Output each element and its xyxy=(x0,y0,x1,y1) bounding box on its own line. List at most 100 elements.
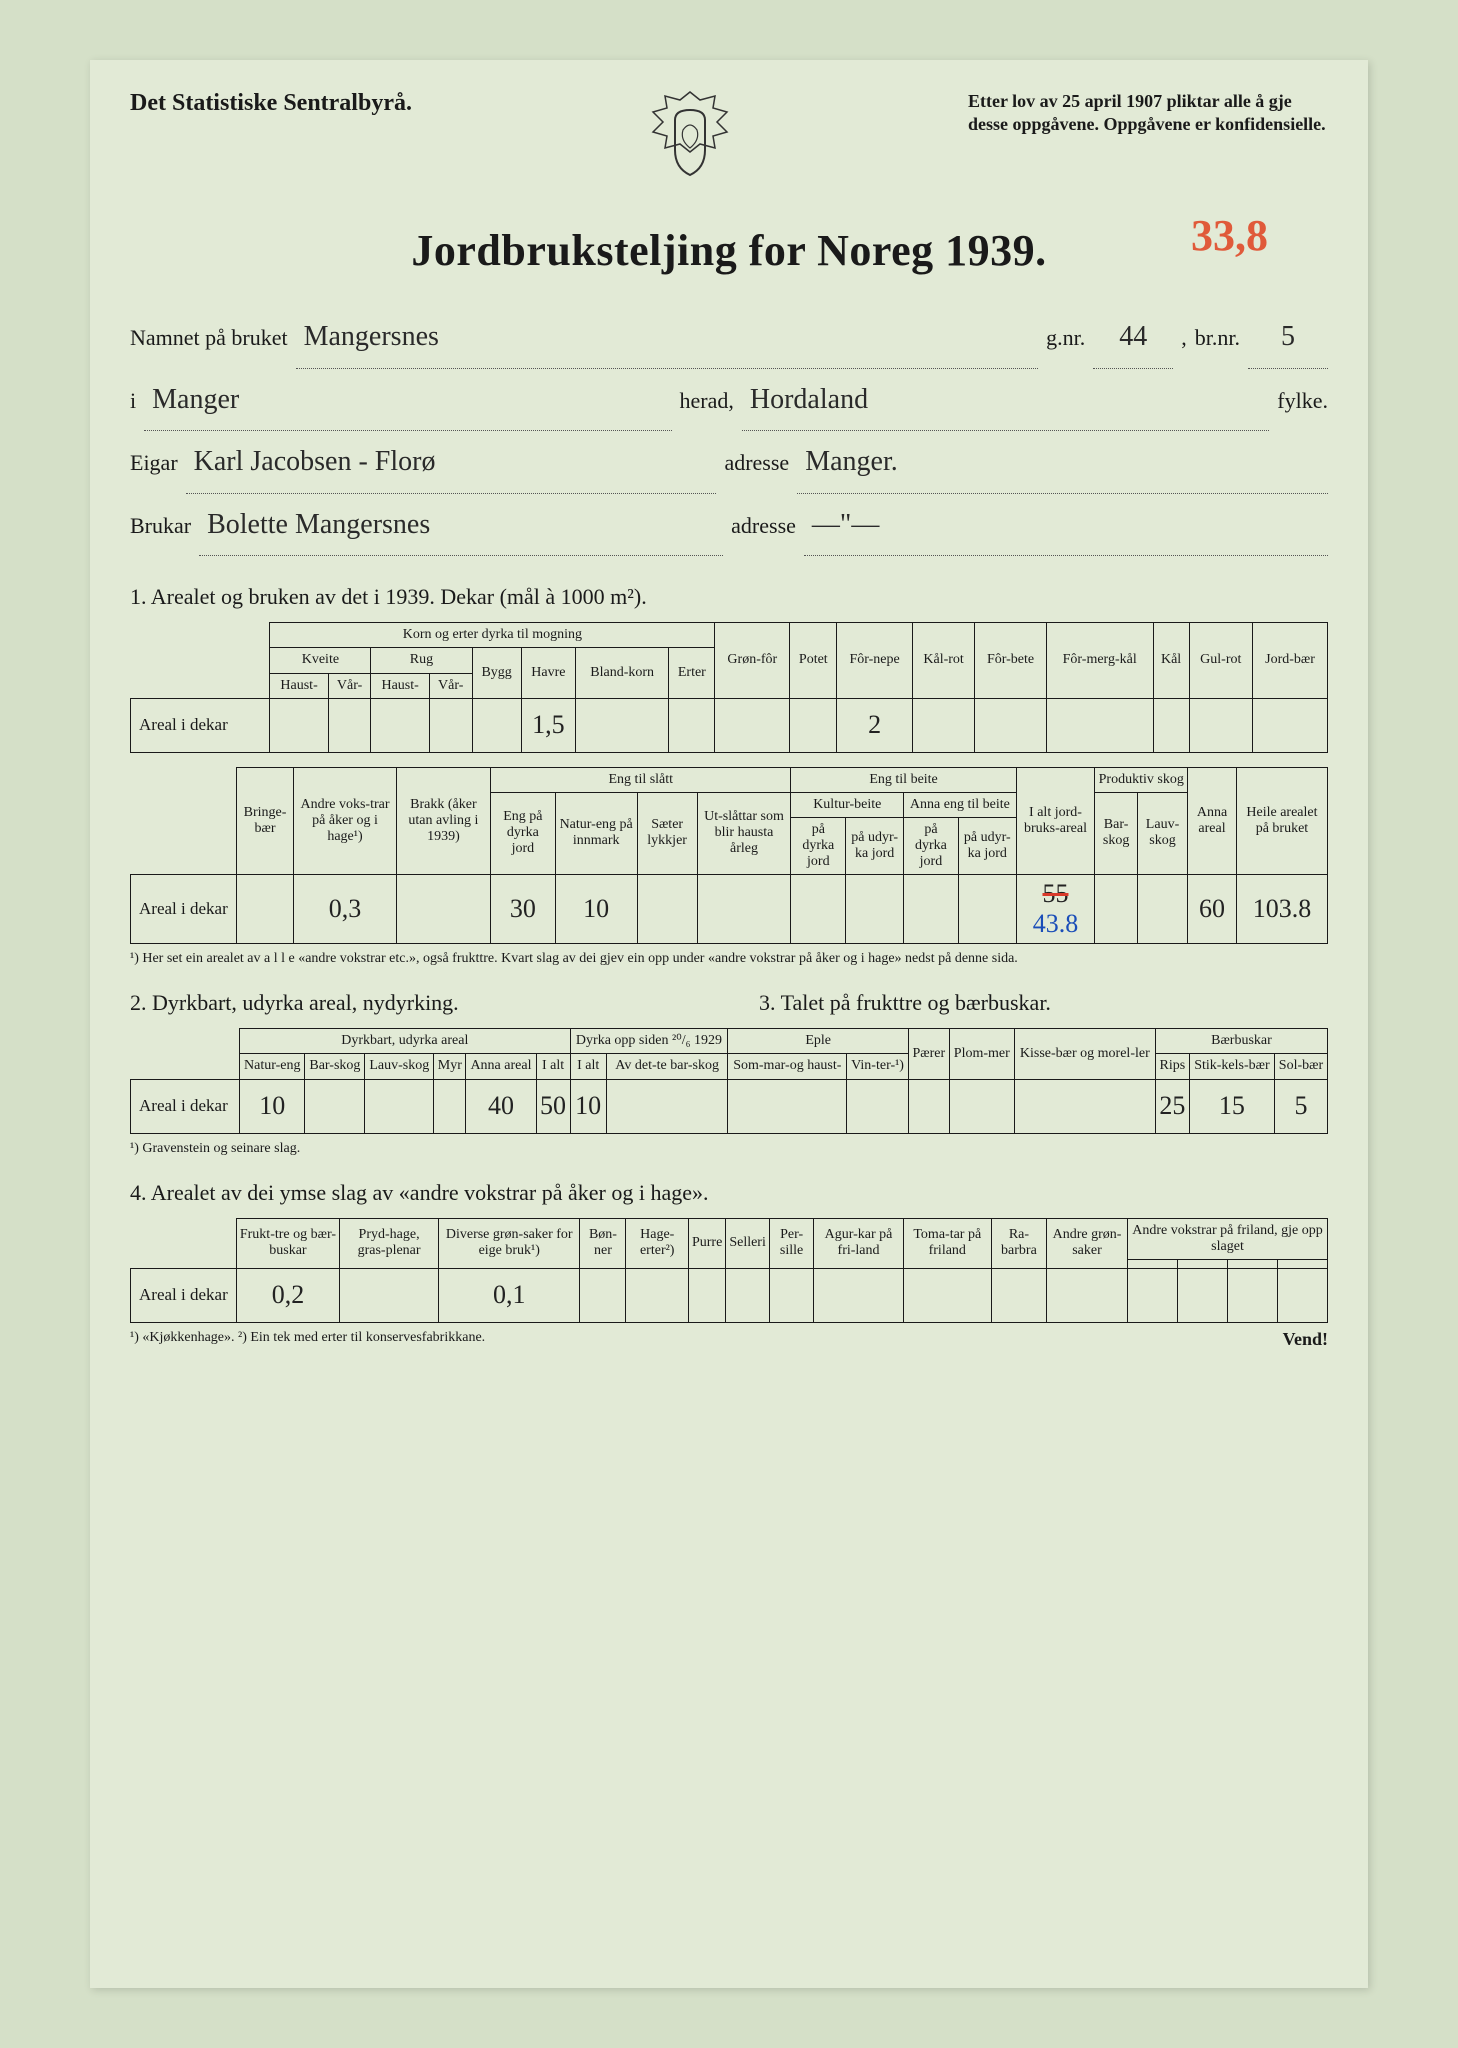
table-1b: Bringe-bær Andre voks-trar på åker og i … xyxy=(130,767,1328,944)
col-myr: Myr xyxy=(434,1054,466,1079)
col-rips: Rips xyxy=(1155,1054,1189,1079)
table-2-3: Dyrkbart, udyrka areal Dyrka opp siden ²… xyxy=(130,1028,1328,1133)
col-andre-gron: Andre grøn-saker xyxy=(1047,1218,1128,1268)
val-ialt-struck: 55 xyxy=(1042,879,1068,908)
col-rug-haust: Haust- xyxy=(371,673,429,698)
val-anna-areal: 60 xyxy=(1188,875,1237,944)
col-ae-udyrka: på udyr-ka jord xyxy=(958,817,1016,874)
label-herad: herad, xyxy=(680,377,734,425)
form-page: Det Statistiske Sentralbyrå. Etter lov a… xyxy=(90,60,1368,1988)
col-barskog2: Bar-skog xyxy=(305,1054,365,1079)
col-persille: Per-sille xyxy=(769,1218,813,1268)
col-bygg: Bygg xyxy=(472,648,521,698)
col-blandkorn: Bland-korn xyxy=(576,648,669,698)
section1-title: 1. Arealet og bruken av det i 1939. Deka… xyxy=(130,584,1328,610)
value-herad: Hordaland xyxy=(742,369,1269,432)
table-4: Frukt-tre og bær-buskar Pryd-hage, gras-… xyxy=(130,1218,1328,1323)
label-fylke: fylke. xyxy=(1277,377,1328,425)
label-eigar: Eigar xyxy=(130,439,178,487)
col-lauvskog: Lauv-skog xyxy=(1137,792,1187,874)
col-natureng-innmark: Natur-eng på innmark xyxy=(555,792,637,874)
form-title: Jordbruksteljing for Noreg 1939. xyxy=(130,225,1328,276)
val-stikkels: 15 xyxy=(1189,1079,1274,1133)
value-brukar-adresse: —"— xyxy=(804,494,1328,557)
table-1a: Korn og erter dyrka til mogning Grøn-fôr… xyxy=(130,622,1328,752)
value-brnr: 5 xyxy=(1248,306,1328,369)
section3-footnote: ¹) Gravenstein og seinare slag. xyxy=(130,1140,1328,1158)
col-avdet: Av det-te bar-skog xyxy=(606,1054,728,1079)
col-gulrot: Gul-rot xyxy=(1189,623,1253,698)
col-andre-friland: Andre vokstrar på friland, gje opp slage… xyxy=(1128,1218,1328,1259)
value-bruk: Mangersnes xyxy=(296,306,1039,369)
col-agurk: Agur-kar på fri-land xyxy=(814,1218,903,1268)
val-diverse: 0,1 xyxy=(438,1268,580,1322)
col-barskog: Bar-skog xyxy=(1095,792,1138,874)
col-paerer: Pærer xyxy=(908,1029,949,1079)
value-eigar: Karl Jacobsen - Florø xyxy=(186,431,717,494)
col-rug-var: Vår- xyxy=(429,673,472,698)
col-heile: Heile arealet på bruket xyxy=(1236,767,1327,874)
val-anna2: 40 xyxy=(466,1079,536,1133)
col-fornepe: Fôr-nepe xyxy=(837,623,912,698)
val-andre-vokstrar: 0,3 xyxy=(294,875,396,944)
organization-name: Det Statistiske Sentralbyrå. xyxy=(130,90,412,117)
rowlabel-1a: Areal i dekar xyxy=(131,698,270,752)
col-kb-dyrka: på dyrka jord xyxy=(791,817,846,874)
col-group-dyrka-opp: Dyrka opp siden ²⁰/₆ 1929 xyxy=(570,1029,728,1054)
col-formergkal: Fôr-merg-kål xyxy=(1046,623,1153,698)
col-sommar: Som-mar-og haust- xyxy=(728,1054,847,1079)
col-group-dyrkbart: Dyrkbart, udyrka areal xyxy=(240,1029,571,1054)
col-kveite-haust: Haust- xyxy=(270,673,328,698)
col-hageerter: Hage-erter²) xyxy=(626,1218,689,1268)
val-rips: 25 xyxy=(1155,1079,1189,1133)
col-ae-dyrka: på dyrka jord xyxy=(904,817,959,874)
col-potet: Potet xyxy=(790,623,837,698)
section4-title: 4. Arealet av dei ymse slag av «andre vo… xyxy=(130,1180,1328,1206)
val-natureng: 10 xyxy=(555,875,637,944)
val-frukttre: 0,2 xyxy=(236,1268,339,1322)
col-rug: Rug xyxy=(371,648,472,673)
val-eng-dyrka: 30 xyxy=(491,875,555,944)
col-forbete: Fôr-bete xyxy=(975,623,1046,698)
coat-of-arms-icon xyxy=(645,90,735,195)
col-ialt3: I alt xyxy=(570,1054,606,1079)
col-bringebaer: Bringe-bær xyxy=(236,767,294,874)
col-anna: Anna areal xyxy=(466,1054,536,1079)
label-i: i xyxy=(130,377,136,425)
col-plommer: Plom-mer xyxy=(949,1029,1014,1079)
value-brukar: Bolette Mangersnes xyxy=(199,494,723,557)
rowlabel-1b: Areal i dekar xyxy=(131,875,237,944)
val-ialt2: 50 xyxy=(536,1079,570,1133)
col-prodskog: Produktiv skog xyxy=(1095,767,1188,792)
section1-footnote: ¹) Her set ein arealet av a l l e «andre… xyxy=(130,950,1328,968)
val-natureng2: 10 xyxy=(240,1079,305,1133)
col-rabarbra: Ra-barbra xyxy=(991,1218,1046,1268)
col-bonner: Bøn-ner xyxy=(580,1218,626,1268)
col-frukttre: Frukt-tre og bær-buskar xyxy=(236,1218,339,1268)
label-gnr: g.nr. xyxy=(1046,314,1085,362)
metadata-block: Namnet på bruket Mangersnes g.nr. 44 , b… xyxy=(130,306,1328,556)
vend-label: Vend! xyxy=(1283,1329,1328,1350)
col-ialt: I alt jord-bruks-areal xyxy=(1016,767,1095,874)
header-bar: Det Statistiske Sentralbyrå. Etter lov a… xyxy=(130,90,1328,195)
label-brukar: Brukar xyxy=(130,502,191,550)
col-havre: Havre xyxy=(521,648,575,698)
col-andre-vokstrar: Andre voks-trar på åker og i hage¹) xyxy=(294,767,396,874)
col-saeter: Sæter lykkjer xyxy=(637,792,697,874)
pencil-annotation: 33,8 xyxy=(1191,210,1268,261)
rowlabel-2: Areal i dekar xyxy=(131,1079,240,1133)
col-kal: Kål xyxy=(1153,623,1189,698)
label-adresse-1: adresse xyxy=(724,439,789,487)
col-group-korn: Korn og erter dyrka til mogning xyxy=(270,623,715,648)
col-kisse: Kisse-bær og morel-ler xyxy=(1014,1029,1155,1079)
col-kveite-var: Vår- xyxy=(328,673,371,698)
col-selleri: Selleri xyxy=(726,1218,770,1268)
label-namnet: Namnet på bruket xyxy=(130,314,288,362)
col-eng-slatt: Eng til slått xyxy=(491,767,791,792)
col-brakk: Brakk (åker utan avling i 1939) xyxy=(396,767,490,874)
label-adresse-2: adresse xyxy=(731,502,796,550)
val-ialt3: 10 xyxy=(570,1079,606,1133)
col-baerbuskar: Bærbuskar xyxy=(1155,1029,1327,1054)
col-lauvskog2: Lauv-skog xyxy=(365,1054,434,1079)
col-eng-beite: Eng til beite xyxy=(791,767,1016,792)
